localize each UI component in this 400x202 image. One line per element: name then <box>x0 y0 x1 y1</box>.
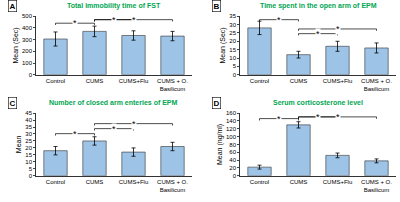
svg-text:Serum corticosterone level: Serum corticosterone level <box>273 99 363 106</box>
svg-text:25: 25 <box>229 30 236 36</box>
svg-text:0: 0 <box>233 72 237 78</box>
svg-text:*: * <box>277 15 281 25</box>
svg-text:Number of closed arm enteries: Number of closed arm enteries of EPM <box>49 99 178 106</box>
svg-text:*: * <box>336 24 340 34</box>
svg-text:Mean (Sec): Mean (Sec) <box>219 27 227 63</box>
svg-text:200: 200 <box>22 48 33 54</box>
svg-text:30: 30 <box>229 22 236 28</box>
svg-text:40: 40 <box>229 157 236 163</box>
svg-text:160: 160 <box>226 110 237 116</box>
svg-text:Mean (Sec): Mean (Sec) <box>12 27 20 63</box>
svg-text:0: 0 <box>233 173 237 179</box>
svg-text:D: D <box>214 99 220 108</box>
svg-text:35: 35 <box>229 13 236 19</box>
svg-text:A: A <box>10 2 16 11</box>
svg-text:35: 35 <box>25 124 32 130</box>
svg-text:CUMS+Flu: CUMS+Flu <box>119 179 149 185</box>
svg-text:100: 100 <box>226 134 237 140</box>
svg-text:45: 45 <box>25 110 32 116</box>
svg-text:CUMS: CUMS <box>290 78 308 84</box>
svg-text:*: * <box>132 15 136 25</box>
svg-text:30: 30 <box>25 131 32 137</box>
svg-text:C: C <box>10 99 16 108</box>
svg-text:5: 5 <box>29 166 33 172</box>
svg-text:*: * <box>73 18 77 28</box>
svg-text:40: 40 <box>25 117 32 123</box>
svg-text:Control: Control <box>46 78 65 84</box>
svg-text:Control: Control <box>46 179 65 185</box>
svg-text:Time spent in the open arm of: Time spent in the open arm of EPM <box>260 2 377 10</box>
svg-text:*: * <box>112 124 116 134</box>
svg-text:CUMS + O.Basilicum: CUMS + O.Basilicum <box>361 78 392 92</box>
svg-text:*: * <box>132 119 136 129</box>
svg-text:CUMS: CUMS <box>290 179 308 185</box>
svg-text:*: * <box>112 15 116 25</box>
svg-text:B: B <box>214 2 220 11</box>
svg-text:*: * <box>316 112 320 122</box>
svg-text:10: 10 <box>25 159 32 165</box>
svg-text:0: 0 <box>29 72 33 78</box>
svg-text:CUMS+Flu: CUMS+Flu <box>119 78 149 84</box>
svg-text:Control: Control <box>250 179 269 185</box>
svg-text:300: 300 <box>22 37 33 43</box>
svg-text:60: 60 <box>229 149 236 155</box>
svg-text:20: 20 <box>229 165 236 171</box>
svg-text:CUMS: CUMS <box>86 179 104 185</box>
svg-text:10: 10 <box>229 55 236 61</box>
svg-text:100: 100 <box>22 60 33 66</box>
svg-text:CUMS + O.Basilicum: CUMS + O.Basilicum <box>157 179 188 193</box>
svg-text:5: 5 <box>233 63 237 69</box>
svg-text:CUMS: CUMS <box>86 78 104 84</box>
svg-text:CUMS+Flu: CUMS+Flu <box>323 179 353 185</box>
svg-text:*: * <box>73 129 77 139</box>
svg-text:500: 500 <box>22 13 33 19</box>
svg-text:80: 80 <box>229 142 236 148</box>
svg-text:15: 15 <box>229 47 236 53</box>
svg-text:Control: Control <box>250 78 269 84</box>
svg-text:15: 15 <box>25 152 32 158</box>
svg-text:400: 400 <box>22 25 33 31</box>
svg-text:Mean: Mean <box>15 136 22 154</box>
svg-text:*: * <box>277 114 281 124</box>
svg-text:*: * <box>336 112 340 122</box>
svg-text:120: 120 <box>226 126 237 132</box>
svg-text:*: * <box>316 29 320 39</box>
svg-text:CUMS + O.Basilicum: CUMS + O.Basilicum <box>361 179 392 193</box>
svg-text:Total immobility time of FST: Total immobility time of FST <box>67 2 161 10</box>
svg-text:CUMS + O.Basilicum: CUMS + O.Basilicum <box>157 78 188 92</box>
svg-text:20: 20 <box>229 38 236 44</box>
svg-text:CUMS+Flu: CUMS+Flu <box>323 78 353 84</box>
svg-text:140: 140 <box>226 118 237 124</box>
svg-text:Mean (ng/ml): Mean (ng/ml) <box>216 124 224 165</box>
svg-text:25: 25 <box>25 138 32 144</box>
svg-text:0: 0 <box>29 173 33 179</box>
svg-text:20: 20 <box>25 145 32 151</box>
